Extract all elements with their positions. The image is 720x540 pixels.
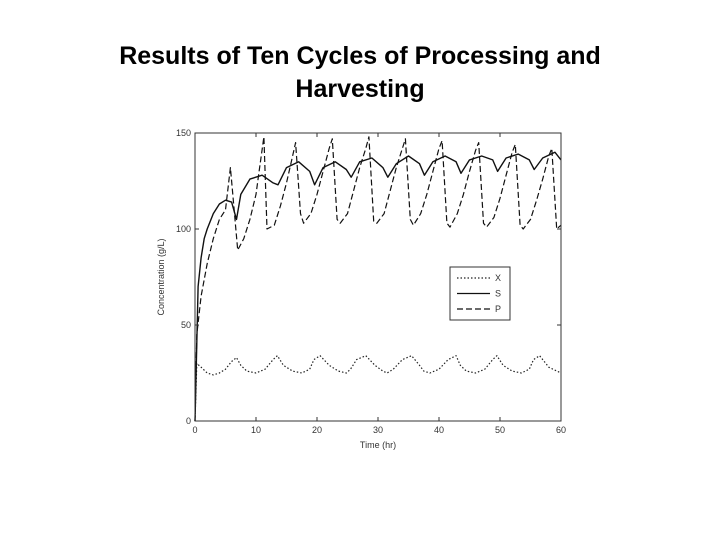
series-line-s [194, 151, 562, 422]
legend-label-p: P [495, 304, 501, 314]
series-line-x [194, 355, 562, 422]
x-tick-label: 60 [556, 425, 566, 435]
legend-label-s: S [495, 289, 501, 299]
axes: 0 10 20 30 40 50 60 0 50 100 150 Time (hr) Concentra… [156, 128, 566, 450]
x-tick-label: 20 [312, 425, 322, 435]
y-tick-label: 0 [186, 416, 191, 426]
x-tick-label: 30 [373, 425, 383, 435]
slide-title: Results of Ten Cycles of Processing and … [40, 40, 680, 106]
slide-title-line-2: Harvesting [295, 75, 425, 103]
x-axis-title: Time (hr) [360, 440, 396, 450]
x-tick-label: 50 [495, 425, 505, 435]
y-tick-label: 50 [181, 320, 191, 330]
plot-area [194, 136, 562, 422]
y-tick-label: 100 [176, 224, 191, 234]
x-tick-label: 10 [251, 425, 261, 435]
legend: XSP [449, 266, 511, 321]
slide-title-line-1: Results of Ten Cycles of Processing and [119, 42, 601, 70]
y-tick-label: 150 [176, 128, 191, 138]
y-axis-title: Concentration (g/L) [156, 238, 166, 315]
x-tick-label: 0 [192, 425, 197, 435]
legend-label-x: X [495, 273, 501, 283]
x-tick-label: 40 [434, 425, 444, 435]
